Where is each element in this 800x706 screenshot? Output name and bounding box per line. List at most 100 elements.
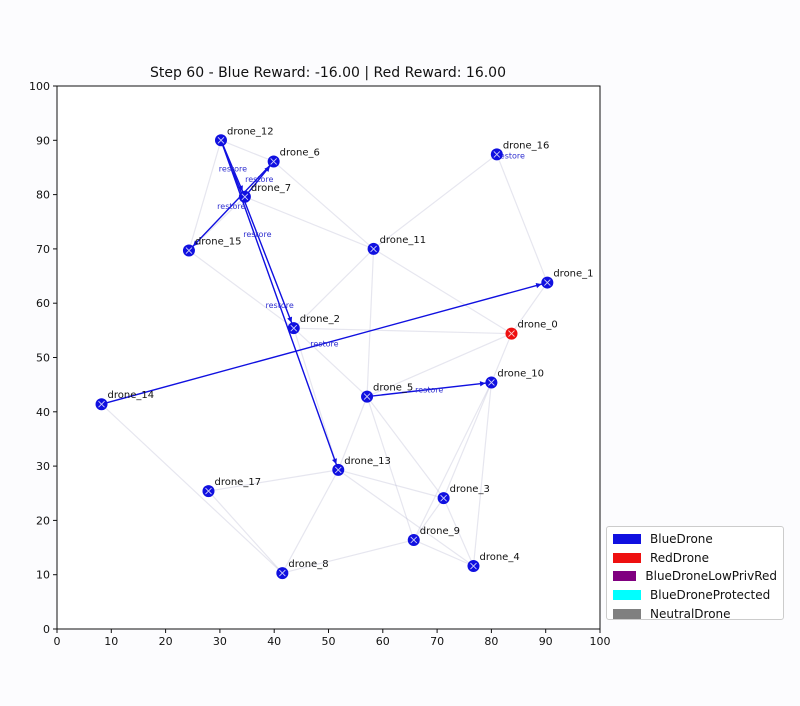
legend-label: BlueDroneLowPrivRed (645, 569, 777, 584)
faint-link (101, 403, 283, 574)
drone-cross-icon (290, 324, 298, 332)
drone-label: drone_3 (450, 484, 490, 495)
plot-area (56, 85, 601, 630)
faint-link (490, 333, 513, 383)
y-tick-label: 70 (36, 243, 50, 256)
drone-cross-icon (370, 245, 377, 253)
drone-cross-icon (410, 536, 418, 544)
faint-link (273, 161, 374, 250)
active-link (220, 140, 295, 329)
drone-node: drone_13 (332, 456, 391, 476)
drone-node: drone_6 (267, 147, 320, 168)
legend-item: BlueDroneProtected (613, 586, 777, 605)
link-label: restore (497, 151, 525, 160)
legend-item: RedDrone (613, 549, 777, 568)
link-label: restore (415, 386, 443, 395)
link-label: restore (310, 339, 338, 348)
legend-swatch (613, 552, 641, 563)
faint-link (510, 282, 548, 334)
drone-node: drone_1 (541, 269, 594, 289)
drone-label: drone_4 (479, 552, 519, 563)
drone-node: drone_8 (276, 559, 329, 580)
faint-link (208, 469, 339, 492)
drone-node: drone_5 (361, 383, 413, 403)
drone-label: drone_5 (373, 383, 413, 394)
drone-label: drone_7 (251, 183, 291, 194)
faint-link (293, 327, 368, 398)
y-tick-label: 90 (36, 134, 50, 147)
drone-node: drone_11 (367, 235, 427, 255)
drone-cross-icon (279, 569, 286, 577)
y-axis-ticks: 0 10 20 30 40 50 60 70 80 90 100 (29, 80, 57, 636)
link-label: restore (217, 202, 245, 211)
y-tick-label: 30 (36, 460, 50, 473)
x-axis-ticks: 0 10 20 30 40 50 60 70 80 90 100 (54, 629, 611, 648)
faint-link (413, 497, 445, 541)
legend-label: BlueDrone (650, 532, 713, 547)
faint-link (373, 248, 512, 335)
drone-cross-icon (270, 158, 277, 165)
drone-node: drone_7 (238, 183, 291, 203)
drone-cross-icon (363, 393, 371, 400)
link-label: restore (245, 175, 273, 184)
drone-node: drone_2 (287, 314, 340, 335)
legend: BlueDrone RedDrone BlueDroneLowPrivRed Blue… (606, 526, 784, 623)
drone-cross-icon (493, 151, 501, 158)
legend-label: BlueDroneProtected (650, 588, 771, 603)
drone-node: drone_4 (467, 552, 520, 573)
legend-swatch (613, 571, 637, 582)
drone-cross-icon (185, 247, 193, 254)
link-arrowhead (479, 381, 486, 387)
link-arrowhead (287, 316, 293, 323)
faint-link (337, 469, 474, 567)
drone-node: drone_14 (95, 390, 154, 411)
drone-cross-icon (508, 330, 515, 337)
faint-link (443, 382, 492, 499)
drone-label: drone_15 (195, 237, 242, 248)
faint-link (188, 140, 222, 251)
drone-cross-icon (205, 487, 212, 495)
legend-swatch (613, 590, 641, 601)
link-label: restore (243, 230, 271, 239)
legend-label: NeutralDrone (650, 606, 731, 621)
x-tick-label: 60 (376, 635, 390, 648)
drone-node: drone_0 (505, 320, 558, 340)
faint-link (281, 469, 339, 574)
link-arrowhead (238, 185, 243, 192)
x-tick-label: 90 (539, 635, 553, 648)
faint-link (366, 333, 512, 398)
drone-label: drone_2 (300, 314, 340, 325)
active-link (188, 160, 275, 252)
x-tick-label: 50 (322, 635, 336, 648)
drone-cross-icon (470, 562, 477, 570)
drone-node: drone_17 (202, 477, 261, 498)
drone-label: drone_1 (553, 269, 593, 280)
legend-swatch (613, 534, 641, 545)
drone-label: drone_16 (503, 140, 550, 151)
x-tick-label: 100 (590, 635, 611, 648)
faint-link (208, 490, 283, 574)
x-tick-label: 0 (54, 635, 61, 648)
drone-cross-icon (544, 279, 551, 286)
x-tick-label: 10 (104, 635, 118, 648)
y-tick-label: 40 (36, 406, 50, 419)
faint-link (338, 469, 444, 499)
drone-cross-icon (98, 400, 105, 408)
drone-label: drone_6 (280, 147, 320, 158)
legend-item: NeutralDrone (613, 604, 777, 623)
drone-label: drone_8 (288, 559, 328, 570)
drone-node: drone_15 (182, 237, 242, 257)
drone-label: drone_11 (380, 235, 427, 246)
drone-label: drone_9 (420, 526, 460, 537)
faint-link (373, 153, 498, 250)
faint-link (366, 396, 415, 541)
y-tick-label: 50 (36, 352, 50, 365)
faint-link (496, 154, 548, 283)
drone-node: drone_9 (407, 526, 460, 546)
drone-cross-icon (488, 379, 495, 386)
drone-node: drone_3 (437, 484, 490, 505)
faint-link (293, 248, 374, 329)
drone-label: drone_12 (227, 126, 274, 137)
faint-link (366, 248, 375, 397)
